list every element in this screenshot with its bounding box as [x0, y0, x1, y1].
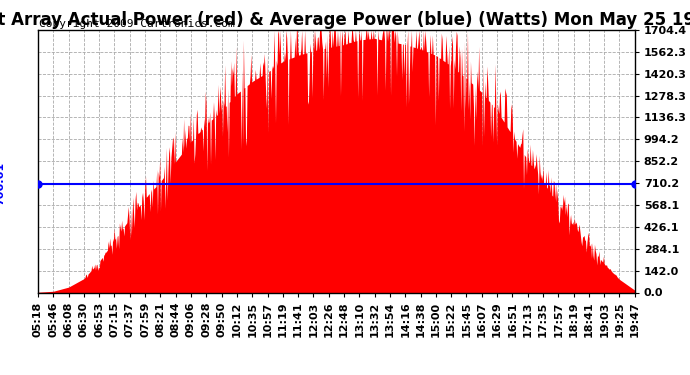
- Text: Copyright 2009 Cartronics.com: Copyright 2009 Cartronics.com: [39, 20, 235, 30]
- Text: 706.61: 706.61: [0, 162, 5, 205]
- Text: East Array Actual Power (red) & Average Power (blue) (Watts) Mon May 25 19:58: East Array Actual Power (red) & Average …: [0, 11, 690, 29]
